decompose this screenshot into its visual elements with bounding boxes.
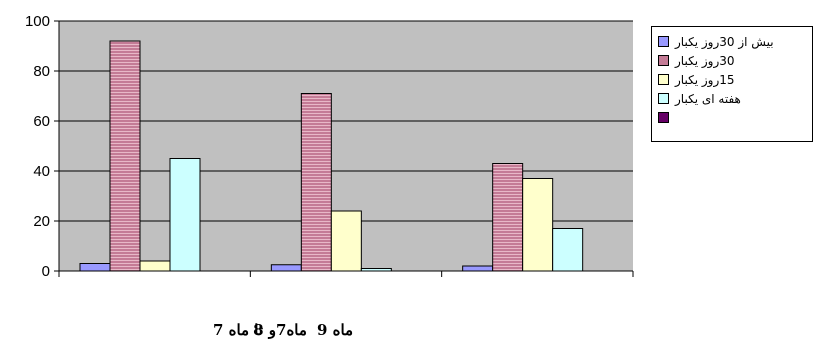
legend-swatch [658, 93, 669, 104]
bar-4-1 [169, 158, 201, 272]
legend-label: 15روز یکبار [675, 72, 735, 87]
bar-1-2 [270, 264, 302, 272]
legend-item: 30روز یکبار [658, 52, 806, 69]
bar-2-3 [492, 163, 524, 272]
bar-3-1 [139, 260, 171, 272]
category-label: ماه 9 [317, 321, 353, 339]
legend-swatch [658, 36, 669, 47]
y-tick-label: 60 [33, 113, 50, 130]
category-label: ماه7و 8 [253, 321, 307, 339]
legend-item: 15روز یکبار [658, 71, 806, 88]
y-tick-label: 80 [33, 63, 50, 80]
legend-label: 30روز یکبار [675, 53, 735, 68]
legend: بیش از 30روز یکبار 30روز یکبار 15روز یکبار… [651, 26, 813, 142]
legend-item [658, 109, 806, 126]
bar-3-3 [522, 178, 554, 272]
y-tick-label: 100 [25, 13, 50, 30]
legend-swatch [658, 112, 669, 123]
bar-1-1 [79, 263, 111, 272]
bar-2-1 [109, 40, 141, 272]
legend-label: بیش از 30روز یکبار [675, 34, 774, 49]
bar-1-3 [462, 265, 494, 272]
y-tick-label: 0 [42, 263, 50, 280]
legend-item: هفته ای یکبار [658, 90, 806, 107]
bar-2-2 [300, 93, 332, 272]
legend-swatch [658, 55, 669, 66]
y-tick-label: 40 [33, 163, 50, 180]
bar-4-3 [552, 228, 584, 272]
bar-3-2 [330, 210, 362, 272]
y-tick-label: 20 [33, 213, 50, 230]
legend-swatch [658, 74, 669, 85]
legend-item: بیش از 30روز یکبار [658, 33, 806, 50]
legend-label: هفته ای یکبار [675, 91, 741, 106]
category-label: تا ماه 7 [213, 321, 263, 339]
